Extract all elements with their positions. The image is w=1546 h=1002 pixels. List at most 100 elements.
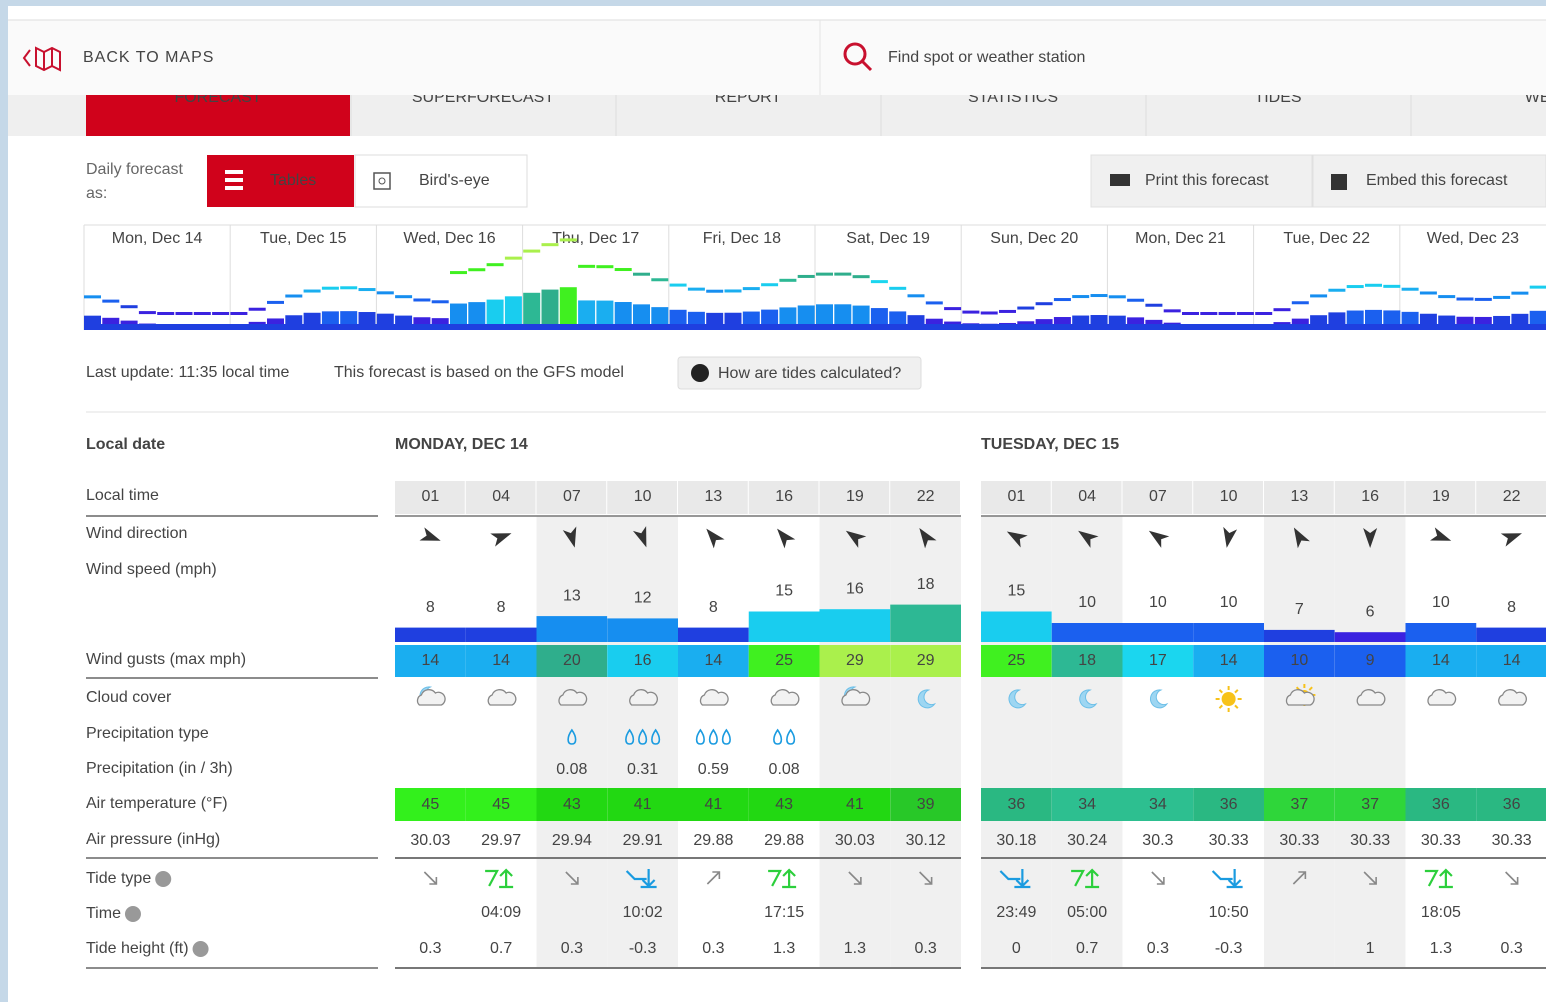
moon-shape [1079,689,1098,709]
strip-day[interactable]: Wed, Dec 23 [1427,230,1519,247]
precipitation: 0.08 [556,761,587,778]
temperature: 43 [775,796,793,813]
strip-bar [578,300,596,330]
temperature: 36 [1220,796,1238,813]
tables-label[interactable]: Tables [270,172,316,189]
strip-gust [1529,285,1546,289]
tides-button[interactable] [677,356,922,390]
wind-gust-cell [1051,645,1123,677]
wind-speed: 18 [917,576,935,593]
wind-arrow-shape [490,533,512,547]
row-label: Local date [86,436,165,453]
strip-gust [1383,284,1401,288]
strip-day[interactable]: Sat, Dec 19 [846,230,930,247]
wind-gust: 9 [1366,652,1375,669]
rain-drop [638,728,648,745]
pressure: 30.33 [1350,832,1390,849]
print-label[interactable]: Print this forecast [1145,172,1269,189]
strip-gust [138,311,156,315]
pressure: 30.33 [1421,832,1461,849]
row-label: Wind speed (mph) [86,561,217,578]
wind-gust: 14 [704,652,722,669]
strip-gust [852,275,870,279]
temp-cell [1193,788,1264,821]
help-icon[interactable] [124,906,141,922]
time-cell [536,481,607,514]
temperature: 45 [492,796,510,813]
strip-day[interactable]: Mon, Dec 14 [112,230,203,247]
wind-gust: 25 [1007,652,1025,669]
tides-button-label[interactable]: How are tides calculated? [718,365,901,382]
birdseye-button[interactable] [354,154,528,208]
wind-speed-bar [890,604,961,642]
wind-speed: 7 [1295,601,1304,618]
strip-gust [1438,295,1456,299]
wind-arrow-shape [1006,531,1028,548]
strip-gust [1218,312,1236,315]
strip-gust [1163,309,1181,313]
back-link[interactable]: BACK TO MAPS [83,49,214,66]
help-icon[interactable] [155,871,172,887]
strip-gust [724,289,742,293]
wind-speed: 8 [497,599,506,616]
strip-day[interactable]: Fri, Dec 18 [703,230,781,247]
strip-day[interactable]: Mon, Dec 21 [1135,230,1226,247]
strip-gust [1236,312,1254,315]
strip-gust [157,312,175,315]
strip-day[interactable]: Thu, Dec 17 [552,230,639,247]
frame-left [0,0,8,1002]
strip-bar [596,300,614,330]
strip-gust [614,268,632,272]
strip-gust [962,310,980,314]
strip-gust [1182,312,1199,315]
cloud-icon [917,689,937,709]
wind-gust-cell [819,645,891,677]
strip-gust [633,272,650,276]
wind-gust: 10 [1290,652,1308,669]
column-shade [819,516,891,968]
wind-arrow [1006,531,1028,548]
time: 04 [492,488,510,505]
strip-day[interactable]: Tue, Dec 15 [260,230,347,247]
time-cell [465,481,536,514]
strip-day[interactable]: Wed, Dec 16 [403,230,495,247]
wind-gust-cell [1334,645,1406,677]
help-icon[interactable] [192,941,209,957]
birdseye-label[interactable]: Bird's-eye [419,172,490,189]
search-input[interactable]: Find spot or weather station [888,49,1085,66]
wind-gust-cell [1405,645,1477,677]
temperature: 41 [846,796,864,813]
strip-gust [999,309,1016,313]
strip-gust [212,312,230,315]
temperature: 37 [1290,796,1308,813]
column-shade [1334,516,1406,968]
time-cell [981,481,1051,514]
strip-gust [486,263,504,267]
strip-day[interactable]: Sun, Dec 20 [990,230,1078,247]
moon-shape [1008,689,1027,709]
strip-day[interactable]: Tue, Dec 22 [1283,230,1370,247]
cloud-icon [770,689,800,706]
temp-cell [1264,788,1335,821]
strip-gust [376,291,394,295]
embed-button[interactable] [1312,154,1546,208]
wind-gust: 16 [634,652,652,669]
strip-gust [651,278,669,282]
row-label: Precipitation (in / 3h) [86,760,233,777]
cloud-icon [487,689,517,706]
cloud-shape [1498,689,1527,706]
cloud-icon [629,689,658,706]
time: 10 [1220,488,1238,505]
tide-time: 10:02 [623,904,663,921]
cloud-icon [1079,689,1098,709]
column-shade [890,516,961,968]
wind-arrow-shape [1363,528,1378,548]
tide-high [1424,868,1453,889]
tide-icon [999,869,1031,889]
temp-cell [1122,788,1194,821]
embed-label[interactable]: Embed this forecast [1366,172,1508,189]
pressure: 29.88 [693,832,733,849]
back-icon[interactable] [22,46,61,72]
strip-gust [1310,294,1328,298]
tide-icon [423,871,438,885]
